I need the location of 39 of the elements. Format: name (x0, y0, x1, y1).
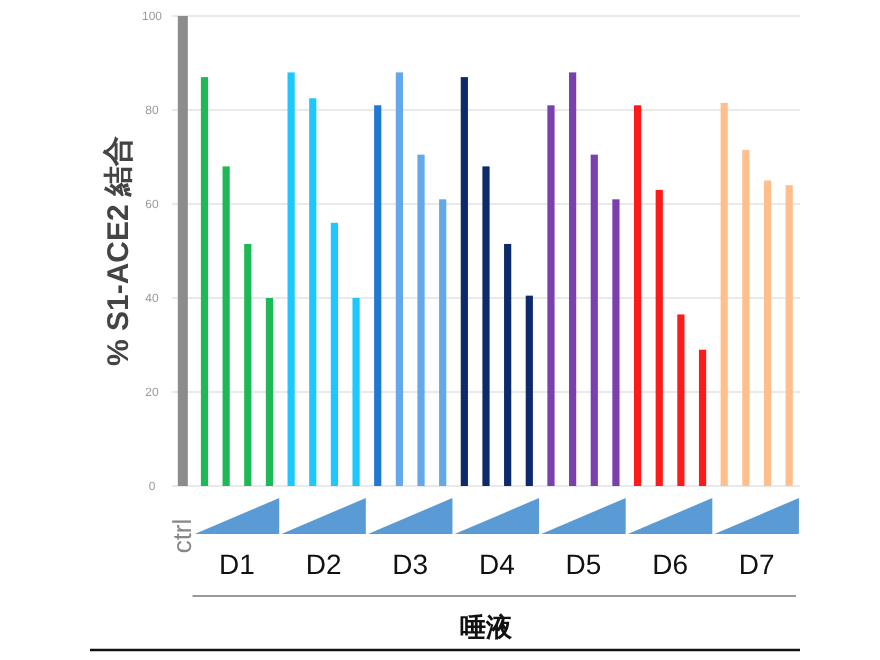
text: D1 (219, 548, 256, 580)
bar (742, 149, 750, 486)
text: D7 (738, 548, 775, 580)
text: D6 (652, 548, 689, 580)
text: D4 (478, 548, 516, 580)
bar (677, 314, 685, 486)
bar (547, 105, 555, 486)
bar (222, 166, 230, 486)
x-tick-label: ctrl (166, 518, 197, 554)
y-axis-title: % S1-ACE2 結合 (102, 135, 136, 367)
bar (177, 16, 188, 486)
text: D3 (392, 548, 429, 580)
x-axis-title: 唾液 (460, 612, 514, 642)
bar (633, 105, 642, 486)
bar (374, 105, 382, 486)
bar (590, 154, 598, 486)
bar (569, 72, 577, 486)
bar (352, 298, 360, 486)
bar (309, 98, 317, 486)
bar (265, 298, 274, 486)
bar (612, 199, 620, 486)
bar (698, 349, 707, 486)
bar (763, 180, 772, 486)
bar (200, 77, 209, 486)
bar (504, 243, 512, 486)
bar (525, 295, 533, 486)
bar (460, 77, 468, 486)
bar (417, 154, 425, 486)
bar (785, 185, 793, 486)
bar (244, 243, 252, 486)
bar (330, 222, 339, 486)
bar (395, 72, 403, 486)
bar (287, 72, 295, 486)
bar (720, 102, 728, 486)
bar (439, 199, 447, 486)
text: D2 (305, 548, 342, 580)
bar (482, 166, 490, 486)
bar (655, 189, 663, 486)
text: D5 (565, 548, 602, 580)
